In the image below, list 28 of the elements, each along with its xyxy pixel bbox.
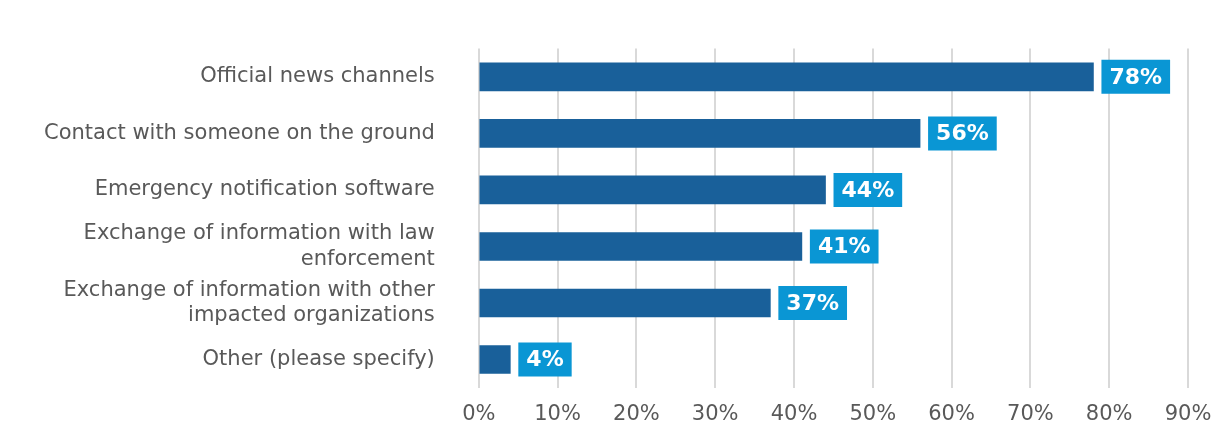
y-tick-label: Emergency notification software	[94, 176, 435, 201]
bar	[479, 175, 826, 205]
data-label: 37%	[786, 289, 840, 315]
y-tick-label: Contact with someone on the ground	[44, 119, 435, 144]
bar	[479, 62, 1094, 92]
y-tick-label: Other (please specify)	[202, 345, 435, 370]
data-label: 41%	[817, 233, 871, 259]
bar	[479, 232, 803, 261]
x-tick-label: 30%	[691, 400, 739, 425]
data-label: 44%	[841, 176, 895, 202]
x-tick-label: 70%	[1007, 400, 1054, 425]
data-label: 4%	[526, 346, 564, 372]
y-tick-label: Official news channels	[200, 63, 435, 88]
x-tick-label: 50%	[849, 400, 897, 425]
y-tick-label: Exchange of information with other impacted organizations	[63, 276, 436, 327]
x-tick-label: 0%	[462, 400, 496, 425]
data-label: 78%	[1109, 63, 1163, 89]
bar	[479, 345, 511, 374]
x-tick-label: 40%	[770, 400, 818, 425]
y-tick-label: Exchange of information with law enforcement	[83, 220, 435, 270]
x-tick-label: 90%	[1164, 400, 1212, 425]
bar	[479, 288, 771, 318]
x-tick-label: 60%	[928, 400, 975, 425]
x-tick-label: 10%	[534, 400, 581, 425]
bar	[479, 119, 921, 148]
data-label: 56%	[936, 120, 989, 146]
x-tick-label: 20%	[613, 400, 660, 425]
x-tick-label: 80%	[1085, 400, 1133, 425]
